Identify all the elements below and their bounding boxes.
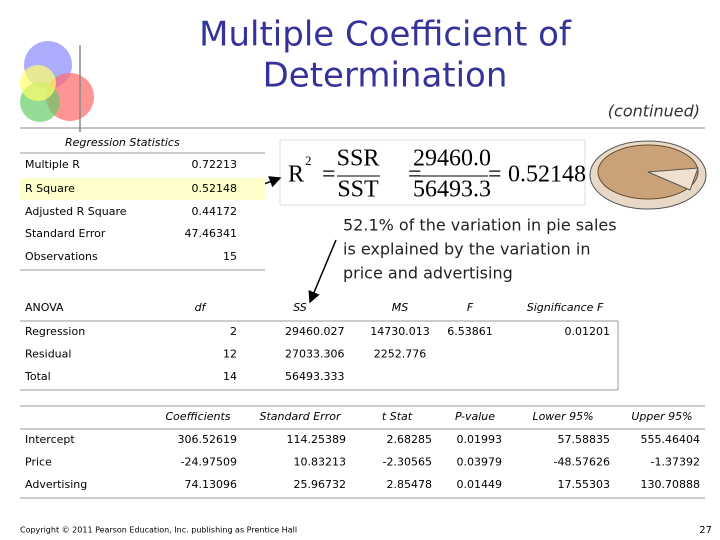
cell: 6.53861 xyxy=(447,325,493,338)
row-value: 0.52148 xyxy=(192,182,238,195)
subtitle: (continued) xyxy=(608,102,700,121)
column-header: F xyxy=(467,301,474,314)
cell: 14730.013 xyxy=(370,325,430,338)
column-header: MS xyxy=(392,301,408,314)
cell: Price xyxy=(25,456,52,469)
cell: 0.01201 xyxy=(565,325,611,338)
arrow xyxy=(308,239,337,304)
formula-denominator: SST xyxy=(337,177,379,203)
cell: 2.85478 xyxy=(387,478,433,491)
cell: 25.96732 xyxy=(294,478,347,491)
row-label: Multiple R xyxy=(25,158,80,171)
column-header: t Stat xyxy=(382,410,413,423)
cell: 17.55303 xyxy=(558,478,611,491)
column-header: Upper 95% xyxy=(631,410,692,423)
table-title: Regression Statistics xyxy=(65,136,180,149)
title-line: Determination xyxy=(263,56,508,96)
cell: 2 xyxy=(230,325,237,338)
column-header: Standard Error xyxy=(260,410,342,423)
cell: 27033.306 xyxy=(285,348,345,361)
row-label: Observations xyxy=(25,250,98,263)
copyright: Copyright © 2011 Pearson Education, Inc.… xyxy=(20,526,297,535)
formula-equals: = xyxy=(408,162,422,188)
cell: Advertising xyxy=(25,478,87,491)
column-header: Significance F xyxy=(527,301,604,314)
cell: 12 xyxy=(223,348,237,361)
cell: 2252.776 xyxy=(374,348,427,361)
cell: 0.01449 xyxy=(457,478,503,491)
title-line: Multiple Coefficient of xyxy=(199,15,572,55)
cell: 74.13096 xyxy=(185,478,238,491)
formula-box xyxy=(279,139,586,206)
column-header: df xyxy=(195,301,208,314)
cell: 29460.027 xyxy=(285,325,345,338)
callout-line: is explained by the variation in xyxy=(343,240,590,259)
cell: Total xyxy=(24,370,51,383)
row-value: 0.72213 xyxy=(192,158,238,171)
formula-exponent: 2 xyxy=(305,153,312,168)
column-header: Coefficients xyxy=(165,410,230,423)
row-label: Adjusted R Square xyxy=(25,205,127,218)
callout-line: 52.1% of the variation in pie sales xyxy=(343,216,617,235)
pie-image xyxy=(589,140,707,210)
cell: 56493.333 xyxy=(285,370,345,383)
formula-result: 0.52148 xyxy=(508,162,586,188)
cell: 14 xyxy=(223,370,237,383)
cell: -24.97509 xyxy=(181,456,237,469)
page-number: 27 xyxy=(699,525,712,536)
cell: 0.03979 xyxy=(457,456,503,469)
cell: -2.30565 xyxy=(383,456,432,469)
cell: 10.83213 xyxy=(294,456,347,469)
cell: Intercept xyxy=(25,433,75,446)
cell: Regression xyxy=(25,325,85,338)
row-label: R Square xyxy=(25,182,75,195)
formula-symbol: R xyxy=(288,162,304,188)
cell: 306.52619 xyxy=(178,433,238,446)
formula-numerator: SSR xyxy=(337,146,380,172)
row-value: 15 xyxy=(223,250,237,263)
formula-numerator: 29460.0 xyxy=(413,146,491,172)
cell: Residual xyxy=(25,348,71,361)
column-header: ANOVA xyxy=(25,301,64,314)
cell: 555.46404 xyxy=(641,433,701,446)
formula-denominator: 56493.3 xyxy=(413,177,491,203)
column-header: SS xyxy=(293,301,307,314)
column-header: P-value xyxy=(455,410,495,423)
cell: 2.68285 xyxy=(387,433,433,446)
row-value: 0.44172 xyxy=(192,205,238,218)
cell: 114.25389 xyxy=(287,433,347,446)
cell: 130.70888 xyxy=(641,478,701,491)
cell: -48.57626 xyxy=(554,456,610,469)
row-label: Standard Error xyxy=(25,227,106,240)
cell: 0.01993 xyxy=(457,433,503,446)
row-highlight xyxy=(20,178,265,200)
cell: -1.37392 xyxy=(651,456,700,469)
logo-circles xyxy=(20,41,94,132)
callout-line: price and advertising xyxy=(343,264,513,283)
formula-equals: = xyxy=(488,162,502,188)
column-header: Lower 95% xyxy=(532,410,593,423)
cell: 57.58835 xyxy=(558,433,611,446)
formula-equals: = xyxy=(322,162,336,188)
row-value: 47.46341 xyxy=(185,227,238,240)
